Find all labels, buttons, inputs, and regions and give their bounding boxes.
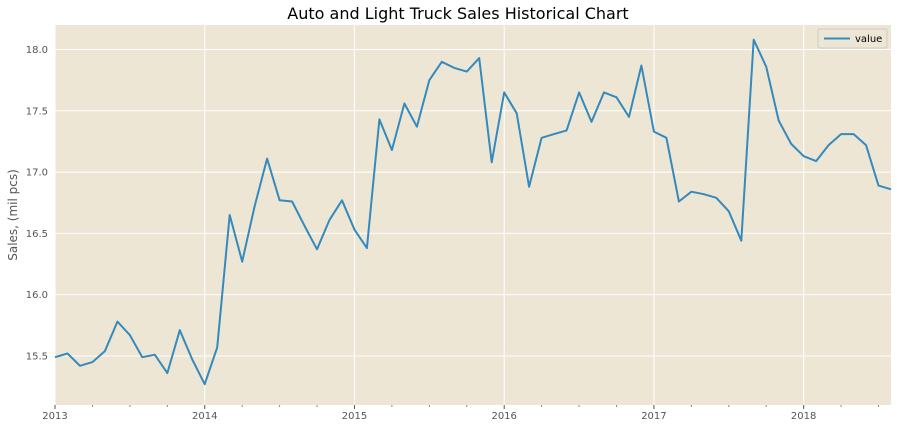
legend-label: value xyxy=(855,34,882,45)
x-tick-label: 2017 xyxy=(641,411,666,422)
legend: value xyxy=(817,28,888,49)
x-tick-label: 2016 xyxy=(491,411,516,422)
y-axis-label: Sales, (mil pcs) xyxy=(6,169,20,261)
x-tick-label: 2013 xyxy=(42,411,67,422)
series-line-value xyxy=(54,38,892,386)
x-tick-label: 2014 xyxy=(192,411,217,422)
legend-box xyxy=(817,28,888,49)
plot-area xyxy=(55,25,891,405)
y-tick-label: 17.0 xyxy=(26,168,48,179)
y-tick-label: 16.5 xyxy=(26,229,48,240)
y-tick-label: 18.0 xyxy=(26,45,48,56)
x-tick-label: 2018 xyxy=(791,411,816,422)
y-tick-label: 15.5 xyxy=(26,351,48,362)
y-tick-label: 16.0 xyxy=(26,290,48,301)
x-tick-label: 2015 xyxy=(342,411,367,422)
chart-title: Auto and Light Truck Sales Historical Ch… xyxy=(287,4,628,23)
y-tick-label: 17.5 xyxy=(26,106,48,117)
axis-ticks: 15.5 16.0 16.5 17.0 17.5 18.0 2013 2014 2015 2016… xyxy=(26,45,880,422)
grid-lines xyxy=(54,25,891,405)
